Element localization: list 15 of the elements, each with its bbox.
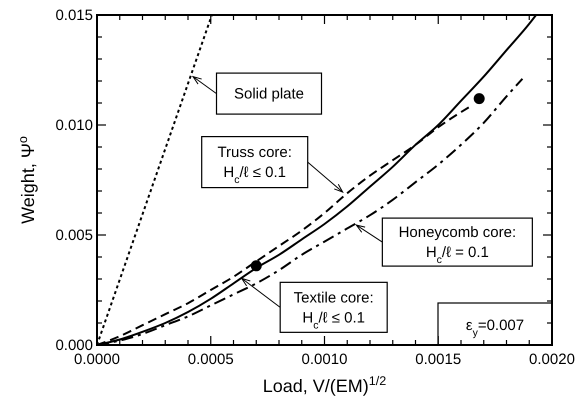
annotation: Textile core: H$_{c}$/ℓ ≤ 0.1 <box>294 289 374 332</box>
x-tick-label: 0.0010 <box>302 351 348 368</box>
y-tick-label: 0.000 <box>55 337 93 354</box>
annotation: Solid plate <box>234 86 304 103</box>
x-axis-title: Load, V/(EM)$^{1/2}$ <box>262 374 386 396</box>
x-tick-label: 0.0000 <box>74 351 120 368</box>
x-tick-label: 0.0020 <box>529 351 575 368</box>
y-tick-label: 0.010 <box>55 117 93 134</box>
annotation: Honeycomb core: H$_{c}$/ℓ = 0.1 <box>398 224 516 266</box>
y-tick-label: 0.015 <box>55 7 93 24</box>
annotation: Truss core: H$_{c}$/ℓ ≤ 0.1 <box>217 144 292 186</box>
annotation: ε$_{y}$=0.007 <box>466 317 524 339</box>
x-tick-label: 0.0015 <box>415 351 462 368</box>
x-tick-label: 0.0005 <box>188 351 234 368</box>
y-tick-label: 0.005 <box>55 227 93 244</box>
